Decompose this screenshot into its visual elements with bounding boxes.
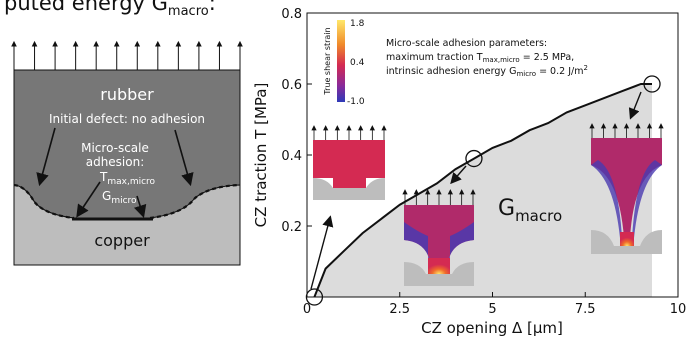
rubber-label: rubber — [100, 85, 154, 104]
x-tick-label: 0 — [303, 302, 311, 317]
x-axis-label: CZ opening Δ [μm] — [421, 319, 563, 337]
load-arrowhead — [447, 189, 453, 195]
inset-mid-deformation — [402, 189, 476, 286]
load-arrowhead — [470, 189, 476, 195]
load-arrowhead — [72, 40, 79, 47]
y-tick-label: 0.4 — [281, 149, 302, 164]
x-tick-label: 5 — [488, 302, 496, 317]
load-arrowhead — [369, 125, 375, 131]
axis-ticks: 0 2.5 5 7.5 10 0.2 0.4 0.6 0.8 — [281, 7, 686, 317]
load-arrowhead — [459, 189, 465, 195]
schematic-pointer-arrows — [36, 127, 194, 219]
state-marker-circle — [465, 149, 483, 168]
y-tick-label: 0.2 — [281, 220, 302, 235]
load-arrowhead — [589, 123, 595, 129]
load-arrowhead — [425, 189, 431, 195]
load-arrowhead — [134, 40, 141, 47]
load-arrowhead — [358, 125, 364, 131]
gmacro-label: Gmacro — [498, 196, 562, 225]
micro-adhesion-line2: adhesion: — [86, 155, 145, 169]
load-arrowhead — [646, 123, 653, 129]
y-tick-label: 0.8 — [281, 7, 302, 22]
load-arrowhead — [113, 40, 120, 47]
copper-label: copper — [94, 231, 150, 250]
load-arrowhead — [216, 40, 223, 47]
load-arrowhead — [381, 125, 387, 131]
load-arrowhead — [402, 189, 408, 195]
load-arrowhead — [323, 125, 329, 131]
inset-large-deformation — [589, 123, 664, 254]
inset-initial-state — [311, 125, 387, 200]
colorbar-tick-top: 1.8 — [350, 19, 365, 29]
load-arrowhead — [612, 123, 618, 129]
defect-dashed-boundary — [13, 183, 241, 220]
params-line3: intrinsic adhesion energy Gmicro = 0.2 J… — [386, 64, 588, 78]
load-arrowhead — [635, 123, 641, 129]
y-axis-label: CZ traction T [MPa] — [252, 83, 270, 228]
state-markers — [305, 75, 661, 306]
schematic-panel: rubber Initial defect: no adhesion Micro… — [11, 40, 243, 266]
traction-chart: 0 2.5 5 7.5 10 0.2 0.4 0.6 0.8 CZ opening Δ [μm]… — [252, 7, 686, 337]
tmax-micro-label: Tmax,micro — [99, 170, 156, 187]
y-tick-label: 0.6 — [281, 78, 302, 93]
traction-curve — [313, 83, 652, 298]
load-arrowhead — [155, 40, 161, 47]
load-arrowhead — [346, 125, 352, 131]
state-marker-circle — [305, 288, 324, 306]
load-arrowhead — [52, 40, 58, 47]
load-arrowhead — [93, 40, 99, 47]
colorbar-tick-bottom: -1.0 — [347, 97, 365, 107]
load-arrowhead — [436, 189, 442, 195]
params-line2: maximum traction Tmax,micro = 2.5 MPa, — [386, 52, 574, 64]
load-arrowhead — [413, 189, 419, 195]
figure-caption-fragment: puted energy Gmacro: — [4, 0, 216, 20]
x-tick-label: 2.5 — [389, 302, 410, 317]
load-arrowhead — [623, 123, 630, 129]
colorbar-label: True shear strain — [323, 27, 332, 95]
params-line1: Micro-scale adhesion parameters: — [386, 38, 547, 49]
colorbar-tick-mid: 0.4 — [350, 58, 365, 68]
load-arrowhead — [600, 123, 607, 129]
gmicro-label: Gmicro — [102, 189, 137, 206]
x-tick-label: 10 — [670, 302, 687, 317]
schematic-load-arrows — [11, 40, 243, 71]
state-marker-circle — [643, 75, 661, 93]
load-arrowhead — [31, 40, 38, 47]
x-tick-label: 7.5 — [575, 302, 596, 317]
load-arrowhead — [311, 125, 317, 131]
colorbar — [337, 20, 345, 102]
load-arrowhead — [334, 125, 340, 131]
load-arrowhead — [11, 40, 17, 47]
micro-adhesion-line1: Micro-scale — [81, 141, 149, 155]
initial-defect-label: Initial defect: no adhesion — [49, 112, 205, 126]
energy-area — [314, 84, 652, 297]
inset-pointer-arrows — [310, 91, 642, 290]
load-arrowhead — [237, 40, 243, 47]
load-arrowhead — [175, 40, 182, 47]
load-arrowhead — [196, 40, 202, 47]
load-arrowhead — [658, 123, 664, 129]
